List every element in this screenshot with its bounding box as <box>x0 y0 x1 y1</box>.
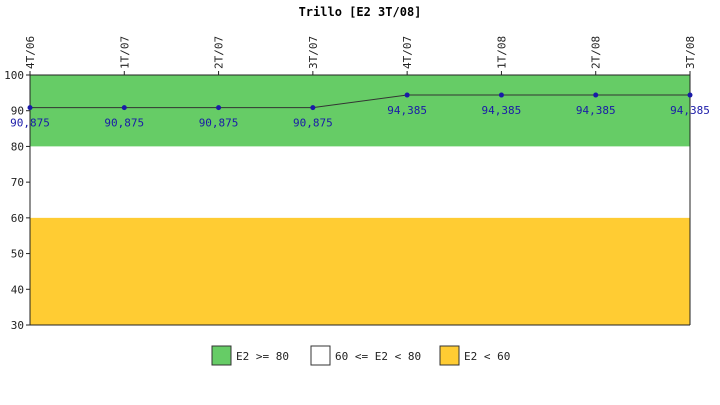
x-tick-label: 3T/08 <box>684 36 697 69</box>
legend-label-0: E2 >= 80 <box>236 350 289 363</box>
data-label: 90,875 <box>10 117 50 130</box>
x-tick-label: 4T/06 <box>24 36 37 69</box>
data-point <box>687 92 693 98</box>
data-label: 94,385 <box>670 104 710 117</box>
y-tick-label: 50 <box>11 248 24 261</box>
y-tick-label: 40 <box>11 283 24 296</box>
data-point <box>593 92 599 98</box>
x-tick-label: 4T/07 <box>401 36 414 69</box>
y-axis: 30 40 50 60 70 80 90 100 <box>4 69 30 332</box>
y-tick-label: 70 <box>11 176 24 189</box>
y-tick-label: 80 <box>11 140 24 153</box>
legend: E2 >= 80 60 <= E2 < 80 E2 < 60 <box>211 345 510 366</box>
legend-swatch-2 <box>439 345 460 366</box>
y-tick-label: 60 <box>11 212 24 225</box>
band-0 <box>30 75 690 147</box>
data-label: 90,875 <box>293 117 333 130</box>
band-1 <box>30 146 690 218</box>
x-axis: 4T/06 1T/07 2T/07 3T/07 4T/07 1T/08 2T/08 3T/08 <box>24 36 697 75</box>
legend-swatch-0 <box>211 345 232 366</box>
data-point <box>121 105 127 111</box>
x-tick-label: 2T/07 <box>213 36 226 69</box>
series-line: 90,875 90,875 90,875 90,875 94,385 94,385 94,3… <box>10 92 710 130</box>
x-tick-label: 2T/08 <box>590 36 603 69</box>
x-tick-label: 1T/07 <box>118 36 131 69</box>
data-point <box>310 105 316 111</box>
x-tick-label: 3T/07 <box>307 36 320 69</box>
data-point <box>404 92 410 98</box>
series-path <box>30 94 690 109</box>
data-label: 90,875 <box>199 117 239 130</box>
y-tick-label: 30 <box>11 319 24 332</box>
x-tick-label: 1T/08 <box>495 36 508 69</box>
y-tick-label: 100 <box>4 69 24 82</box>
data-point <box>498 92 504 98</box>
legend-swatch-1 <box>310 345 331 366</box>
data-label: 90,875 <box>104 117 144 130</box>
y-tick-label: 90 <box>11 105 24 118</box>
data-point <box>27 105 33 111</box>
data-label: 94,385 <box>576 104 616 117</box>
data-label: 94,385 <box>387 104 427 117</box>
chart-title: Trillo [E2 3T/08] <box>299 5 422 19</box>
data-point <box>216 105 222 111</box>
legend-label-1: 60 <= E2 < 80 <box>335 350 421 363</box>
threshold-bands <box>30 75 690 325</box>
band-2 <box>30 217 690 325</box>
data-label: 94,385 <box>482 104 522 117</box>
plot-frame <box>29 74 691 326</box>
legend-label-2: E2 < 60 <box>464 350 510 363</box>
